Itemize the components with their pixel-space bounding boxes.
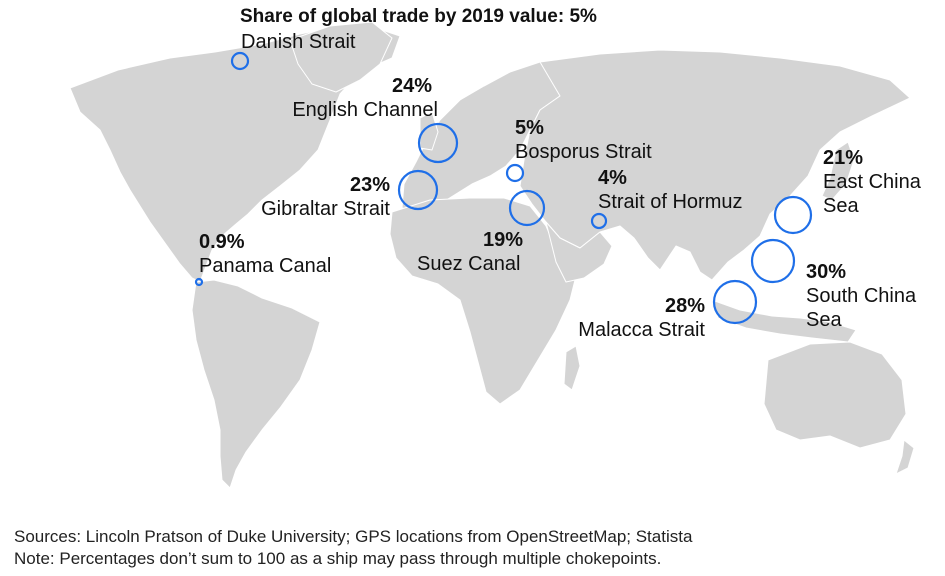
chokepoint-share: 30% <box>806 261 847 283</box>
ring-south-china-sea <box>750 238 796 284</box>
ring-gibraltar-strait <box>397 169 439 211</box>
footer: Sources: Lincoln Pratson of Duke Univers… <box>14 526 692 570</box>
chokepoint-name: Malacca Strait <box>578 319 705 341</box>
label-east-china-sea: 21% East China Sea <box>823 146 921 218</box>
chokepoint-name-line2: Sea <box>806 309 842 331</box>
chokepoint-share: 19% <box>483 229 524 251</box>
ring-danish-strait <box>230 51 250 71</box>
ring-panama-canal <box>194 277 204 287</box>
chokepoint-name: Strait of Hormuz <box>598 191 743 213</box>
madagascar-landmass <box>563 345 581 391</box>
chokepoint-name: Suez Canal <box>417 253 521 275</box>
asia-landmass <box>519 49 911 281</box>
ring-suez-canal <box>508 189 546 227</box>
chokepoint-share: 5% <box>515 117 544 139</box>
footer-note: Note: Percentages don’t sum to 100 as a … <box>14 549 662 568</box>
ring-bosporus-strait <box>505 163 525 183</box>
chokepoint-name-line1: South China <box>806 285 917 307</box>
south-america-landmass <box>191 279 321 489</box>
arabia-landmass <box>545 221 613 283</box>
label-south-china-sea: 30% South China Sea <box>806 260 916 332</box>
new-zealand-landmass <box>895 439 915 475</box>
australia-landmass <box>763 341 907 449</box>
chokepoint-name: Danish Strait <box>241 31 356 53</box>
chokepoint-share: 23% <box>349 174 390 196</box>
chokepoint-share: 28% <box>664 295 705 317</box>
label-strait-of-hormuz: 4% Strait of Hormuz <box>598 166 742 214</box>
label-danish-strait: Danish Strait <box>241 30 356 54</box>
chokepoint-share: 21% <box>823 147 864 169</box>
ring-strait-of-hormuz <box>590 212 608 230</box>
footer-sources: Sources: Lincoln Pratson of Duke Univers… <box>14 527 693 546</box>
label-english-channel: 24% English Channel <box>282 74 438 122</box>
chokepoint-share: 0.9% <box>199 231 245 253</box>
label-gibraltar-strait: 23% Gibraltar Strait <box>246 173 390 221</box>
label-suez-canal: 19% Suez Canal <box>417 228 523 276</box>
map-title: Share of global trade by 2019 value: 5% <box>240 6 597 27</box>
chokepoint-name: Gibraltar Strait <box>261 198 390 220</box>
chokepoint-share: 24% <box>392 75 433 97</box>
chokepoint-name: Panama Canal <box>199 255 332 277</box>
chokepoint-name-line1: East China <box>823 171 921 193</box>
japan-landmass <box>821 141 855 201</box>
label-panama-canal: 0.9% Panama Canal <box>199 230 331 278</box>
chokepoint-name-line2: Sea <box>823 195 859 217</box>
indonesia-landmass <box>711 299 857 343</box>
chokepoint-share: 4% <box>598 167 627 189</box>
ring-english-channel <box>417 122 459 164</box>
chokepoint-name: English Channel <box>292 99 438 121</box>
ring-east-china-sea <box>773 195 813 235</box>
chokepoint-name: Bosporus Strait <box>515 141 652 163</box>
label-malacca-strait: 28% Malacca Strait <box>560 294 705 342</box>
ring-malacca-strait <box>712 279 758 325</box>
label-bosporus-strait: 5% Bosporus Strait <box>515 116 652 164</box>
greenland-landmass <box>289 21 393 93</box>
africa-landmass <box>389 197 579 405</box>
